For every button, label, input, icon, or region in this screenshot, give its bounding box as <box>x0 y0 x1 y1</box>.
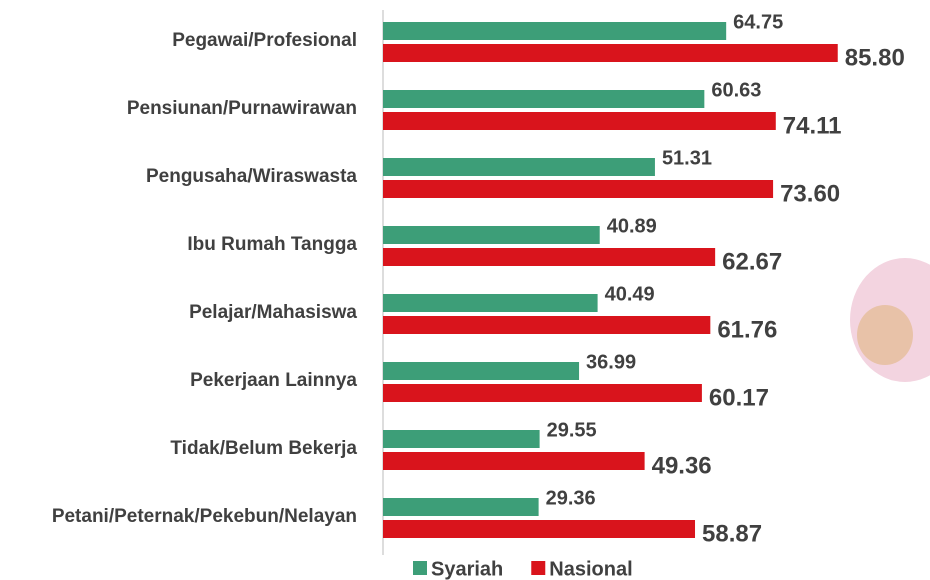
bar <box>383 520 696 538</box>
value-label: 51.31 <box>662 147 712 169</box>
bar <box>383 226 600 244</box>
legend-label: Nasional <box>549 558 632 580</box>
legend-swatch <box>413 561 427 575</box>
legend-swatch <box>531 561 546 575</box>
bar <box>383 90 705 108</box>
bar <box>383 452 645 470</box>
bar <box>383 22 727 40</box>
value-label: 85.80 <box>845 44 905 71</box>
category-label: Ibu Rumah Tangga <box>187 234 357 255</box>
value-label: 60.63 <box>711 79 761 101</box>
value-label: 64.75 <box>733 11 783 33</box>
value-label: 40.89 <box>607 215 657 237</box>
value-label: 60.17 <box>709 384 769 411</box>
value-label: 36.99 <box>586 351 636 373</box>
value-label: 49.36 <box>652 452 712 479</box>
value-label: 29.55 <box>547 419 597 441</box>
value-label: 74.11 <box>783 112 842 139</box>
category-label: Pensiunan/Purnawirawan <box>126 98 357 119</box>
bar <box>383 430 540 448</box>
value-label: 40.49 <box>605 283 655 305</box>
legend-label: Syariah <box>431 558 503 580</box>
category-label: Tidak/Belum Bekerja <box>170 438 357 459</box>
value-label: 73.60 <box>780 180 840 207</box>
bar <box>383 316 711 334</box>
value-label: 61.76 <box>717 316 777 343</box>
bar <box>383 158 655 176</box>
category-label: Pegawai/Profesional <box>172 30 357 51</box>
bar <box>383 248 716 266</box>
value-label: 29.36 <box>546 487 596 509</box>
category-label: Pelajar/Mahasiswa <box>189 302 357 323</box>
category-label: Pekerjaan Lainnya <box>190 370 357 391</box>
bar <box>383 44 838 62</box>
bar <box>383 498 539 516</box>
bar <box>383 112 776 130</box>
value-label: 62.67 <box>722 248 782 275</box>
bar <box>383 180 774 198</box>
category-label: Petani/Peternak/Pekebun/Nelayan <box>51 506 357 527</box>
bar <box>383 294 598 312</box>
category-label: Pengusaha/Wiraswasta <box>145 166 357 187</box>
decor <box>857 305 913 365</box>
bar <box>383 362 580 380</box>
value-label: 58.87 <box>702 520 762 547</box>
bar <box>383 384 702 402</box>
